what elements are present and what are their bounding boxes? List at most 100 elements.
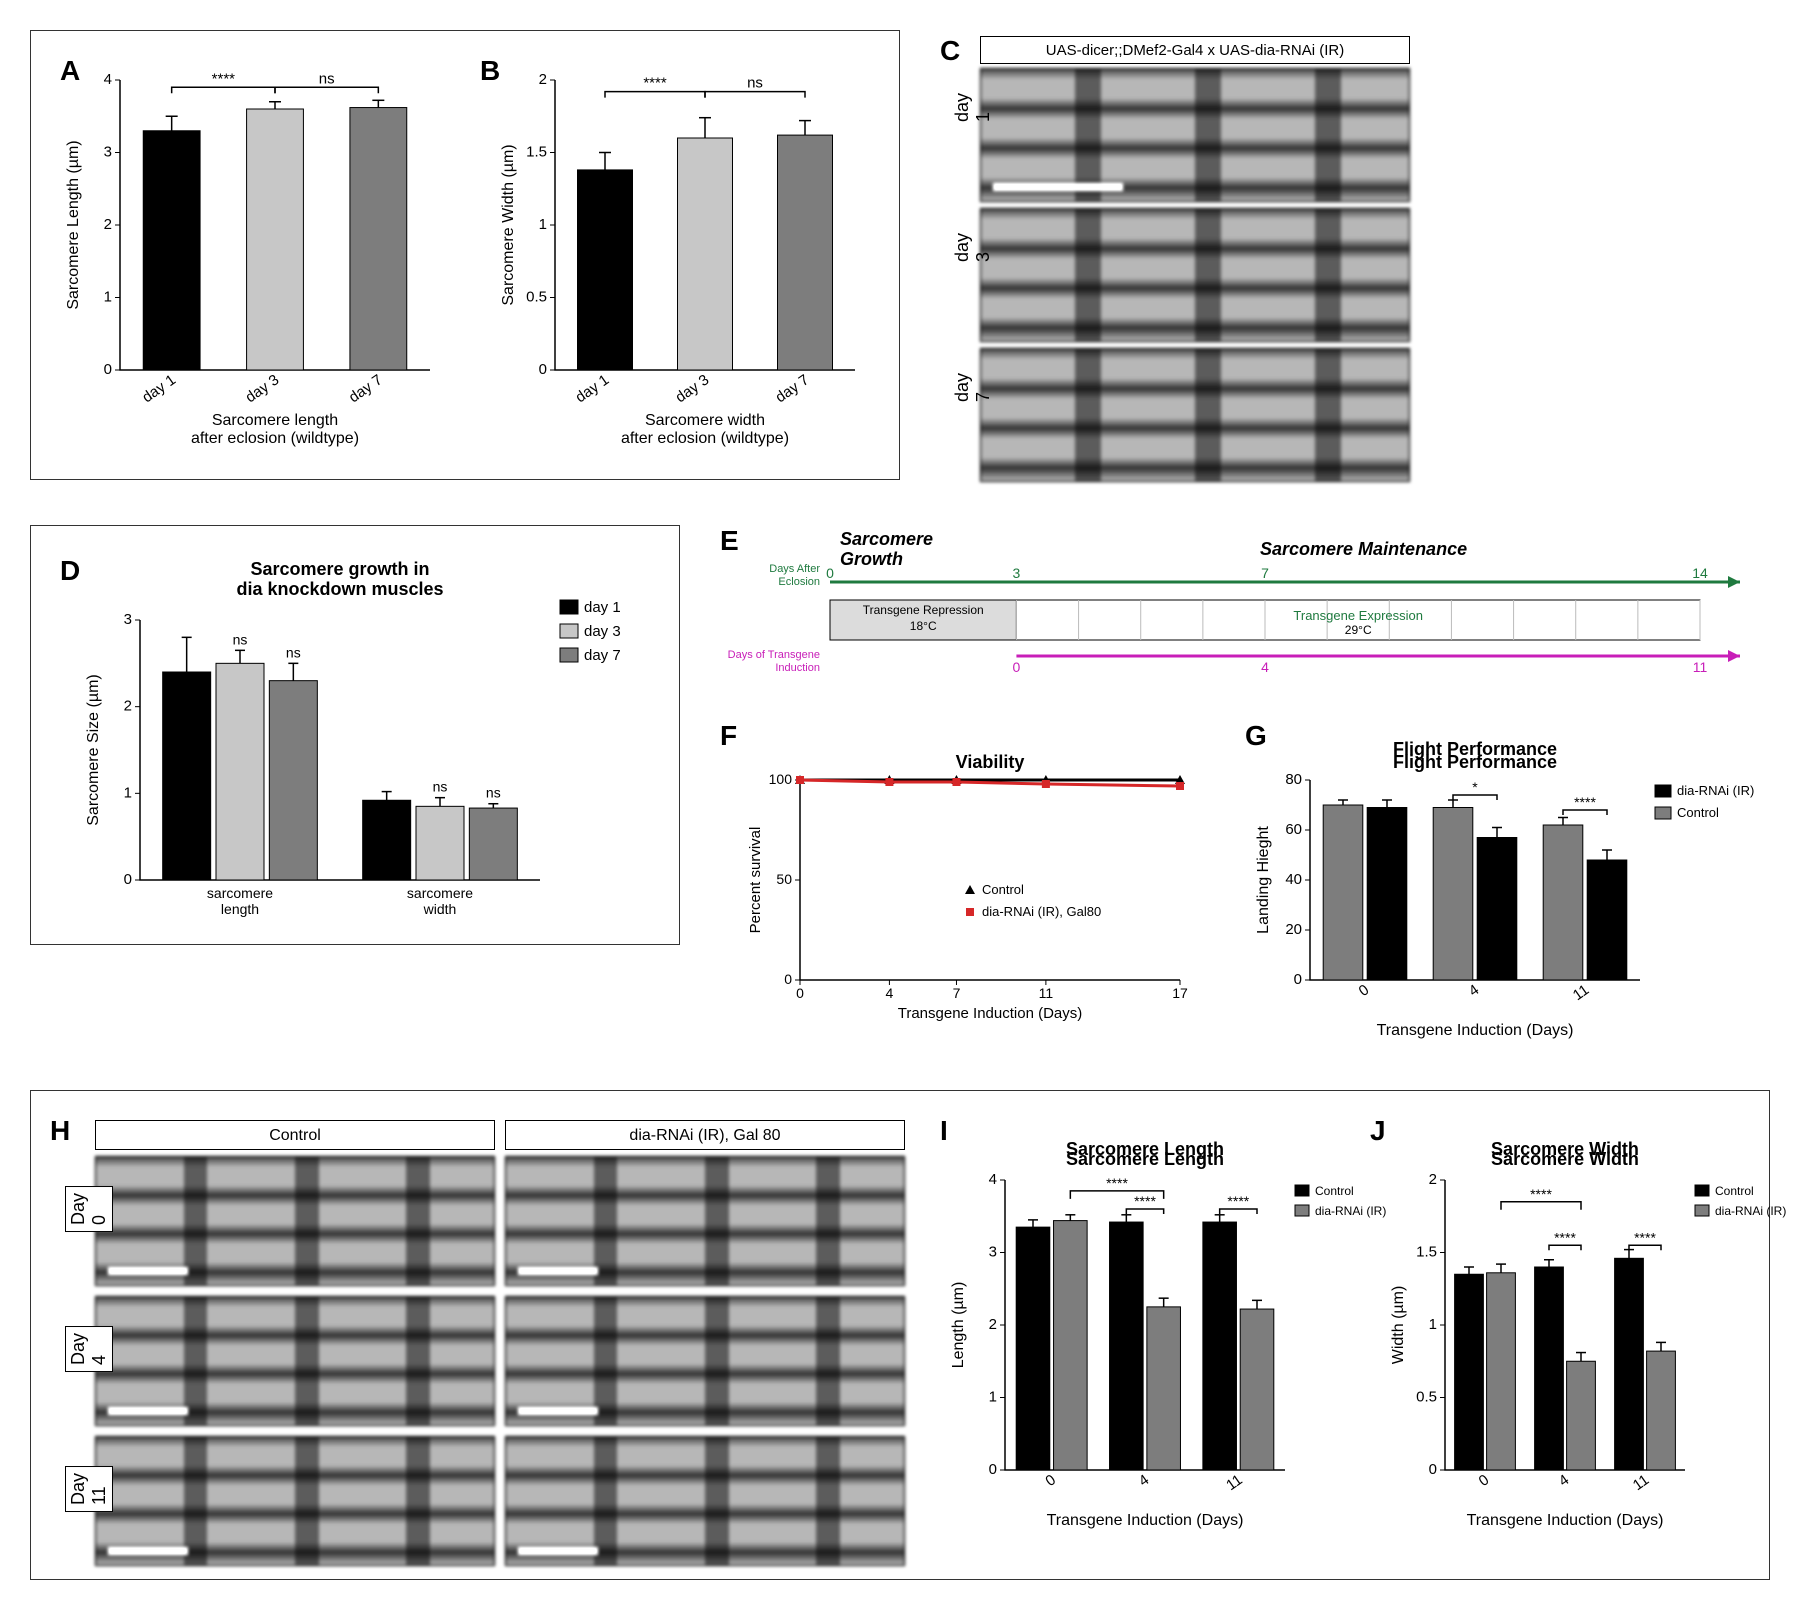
micrograph bbox=[980, 68, 1410, 202]
svg-text:7: 7 bbox=[1261, 565, 1269, 581]
svg-text:dia-RNAi (IR), Gal80: dia-RNAi (IR), Gal80 bbox=[982, 904, 1101, 919]
svg-text:0.5: 0.5 bbox=[526, 289, 547, 306]
svg-text:ns: ns bbox=[319, 70, 335, 87]
svg-text:2: 2 bbox=[124, 698, 132, 715]
svg-text:11: 11 bbox=[1223, 1471, 1246, 1494]
svg-text:0: 0 bbox=[1356, 981, 1373, 1000]
svg-text:ns: ns bbox=[286, 644, 301, 660]
svg-text:0: 0 bbox=[1476, 1471, 1493, 1490]
svg-text:Transgene Repression: Transgene Repression bbox=[863, 603, 984, 617]
svg-text:Sarcomere Length (µm): Sarcomere Length (µm) bbox=[65, 140, 82, 309]
svg-text:2: 2 bbox=[989, 1316, 997, 1333]
svg-text:3: 3 bbox=[104, 144, 112, 161]
svg-text:Viability: Viability bbox=[956, 752, 1025, 772]
svg-text:Sarcomere Size (µm): Sarcomere Size (µm) bbox=[85, 674, 102, 825]
svg-text:*: * bbox=[1472, 779, 1478, 795]
svg-text:****: **** bbox=[1554, 1229, 1576, 1245]
svg-text:****: **** bbox=[1106, 1175, 1128, 1191]
svg-text:Sarcomere: Sarcomere bbox=[840, 529, 933, 549]
svg-text:1: 1 bbox=[104, 289, 112, 306]
micrograph bbox=[95, 1436, 495, 1566]
svg-text:1.5: 1.5 bbox=[1416, 1244, 1437, 1261]
svg-text:17: 17 bbox=[1172, 985, 1188, 1001]
svg-text:ns: ns bbox=[486, 785, 501, 801]
svg-text:2: 2 bbox=[104, 216, 112, 233]
svg-text:80: 80 bbox=[1285, 771, 1302, 788]
svg-text:2: 2 bbox=[1429, 1171, 1437, 1188]
svg-text:ns: ns bbox=[433, 779, 448, 795]
svg-text:Days of Transgene: Days of Transgene bbox=[728, 649, 820, 661]
svg-text:4: 4 bbox=[1136, 1471, 1153, 1490]
svg-text:0: 0 bbox=[826, 565, 834, 581]
svg-text:Growth: Growth bbox=[840, 549, 903, 569]
svg-text:day 7: day 7 bbox=[772, 371, 812, 406]
svg-text:sarcomere: sarcomere bbox=[407, 885, 473, 901]
svg-text:Sarcomere Length: Sarcomere Length bbox=[1066, 1139, 1224, 1159]
svg-text:0: 0 bbox=[784, 971, 792, 987]
svg-text:11: 11 bbox=[1039, 985, 1054, 1001]
svg-text:1.5: 1.5 bbox=[526, 144, 547, 161]
svg-text:day 7: day 7 bbox=[584, 647, 621, 664]
svg-text:0: 0 bbox=[104, 361, 112, 378]
svg-text:Sarcomere width: Sarcomere width bbox=[645, 412, 765, 429]
svg-text:dia-RNAi (IR): dia-RNAi (IR) bbox=[1315, 1204, 1386, 1218]
svg-text:4: 4 bbox=[886, 985, 894, 1001]
micrograph-row-label: day 7 bbox=[952, 373, 994, 402]
svg-text:day 3: day 3 bbox=[584, 623, 621, 640]
svg-text:0: 0 bbox=[1042, 1471, 1059, 1490]
svg-text:0: 0 bbox=[1429, 1461, 1437, 1478]
svg-text:****: **** bbox=[1134, 1193, 1156, 1209]
svg-text:Sarcomere Maintenance: Sarcomere Maintenance bbox=[1260, 539, 1467, 559]
micrograph bbox=[95, 1156, 495, 1286]
micrograph-row-label: day 1 bbox=[952, 93, 994, 122]
svg-text:1: 1 bbox=[1429, 1316, 1437, 1333]
svg-text:dia-RNAi (IR): dia-RNAi (IR) bbox=[1715, 1204, 1786, 1218]
svg-text:4: 4 bbox=[1556, 1471, 1573, 1490]
svg-text:0: 0 bbox=[124, 871, 132, 888]
svg-text:day 1: day 1 bbox=[139, 371, 179, 406]
svg-text:Days After: Days After bbox=[769, 563, 820, 575]
panel-h-col-header: Control bbox=[95, 1120, 495, 1150]
svg-text:2: 2 bbox=[539, 71, 547, 88]
svg-text:Length (µm): Length (µm) bbox=[950, 1282, 967, 1369]
svg-text:****: **** bbox=[1634, 1229, 1656, 1245]
svg-text:60: 60 bbox=[1285, 821, 1302, 838]
svg-text:Transgene Induction (Days): Transgene Induction (Days) bbox=[1377, 1022, 1574, 1039]
svg-text:0: 0 bbox=[1294, 971, 1302, 988]
svg-text:3: 3 bbox=[124, 611, 132, 628]
svg-text:7: 7 bbox=[953, 985, 961, 1001]
svg-text:0: 0 bbox=[796, 985, 804, 1001]
svg-text:11: 11 bbox=[1570, 981, 1593, 1004]
svg-text:29°C: 29°C bbox=[1345, 623, 1372, 637]
svg-text:day 1: day 1 bbox=[584, 599, 621, 616]
svg-text:0: 0 bbox=[539, 361, 547, 378]
svg-text:Sarcomere growth in: Sarcomere growth in bbox=[250, 559, 429, 579]
svg-text:after eclosion (wildtype): after eclosion (wildtype) bbox=[621, 430, 789, 447]
svg-text:day 7: day 7 bbox=[346, 371, 386, 406]
micrograph bbox=[505, 1436, 905, 1566]
svg-text:Control: Control bbox=[1677, 805, 1719, 820]
svg-text:4: 4 bbox=[1261, 659, 1269, 675]
micrograph bbox=[505, 1296, 905, 1426]
micrograph-row-label: Day 11 bbox=[65, 1466, 113, 1512]
svg-text:11: 11 bbox=[1630, 1471, 1653, 1494]
svg-text:length: length bbox=[221, 901, 259, 917]
svg-text:Transgene Expression: Transgene Expression bbox=[1293, 608, 1423, 623]
svg-text:Transgene Induction (Days): Transgene Induction (Days) bbox=[1467, 1512, 1664, 1529]
svg-text:11: 11 bbox=[1693, 659, 1708, 675]
svg-text:Sarcomere Width: Sarcomere Width bbox=[1491, 1139, 1639, 1159]
svg-text:Sarcomere length: Sarcomere length bbox=[212, 412, 338, 429]
micrograph bbox=[95, 1296, 495, 1426]
svg-text:day 1: day 1 bbox=[572, 371, 612, 406]
svg-text:3: 3 bbox=[989, 1244, 997, 1261]
svg-text:Control: Control bbox=[982, 882, 1024, 897]
svg-text:3: 3 bbox=[1013, 565, 1021, 581]
svg-text:Flight Performance: Flight Performance bbox=[1393, 739, 1557, 759]
micrograph bbox=[980, 348, 1410, 482]
micrograph bbox=[980, 208, 1410, 342]
svg-text:sarcomere: sarcomere bbox=[207, 885, 273, 901]
svg-text:Control: Control bbox=[1315, 1184, 1354, 1198]
svg-text:****: **** bbox=[212, 70, 236, 87]
svg-text:4: 4 bbox=[1466, 981, 1483, 1000]
svg-text:20: 20 bbox=[1285, 921, 1302, 938]
